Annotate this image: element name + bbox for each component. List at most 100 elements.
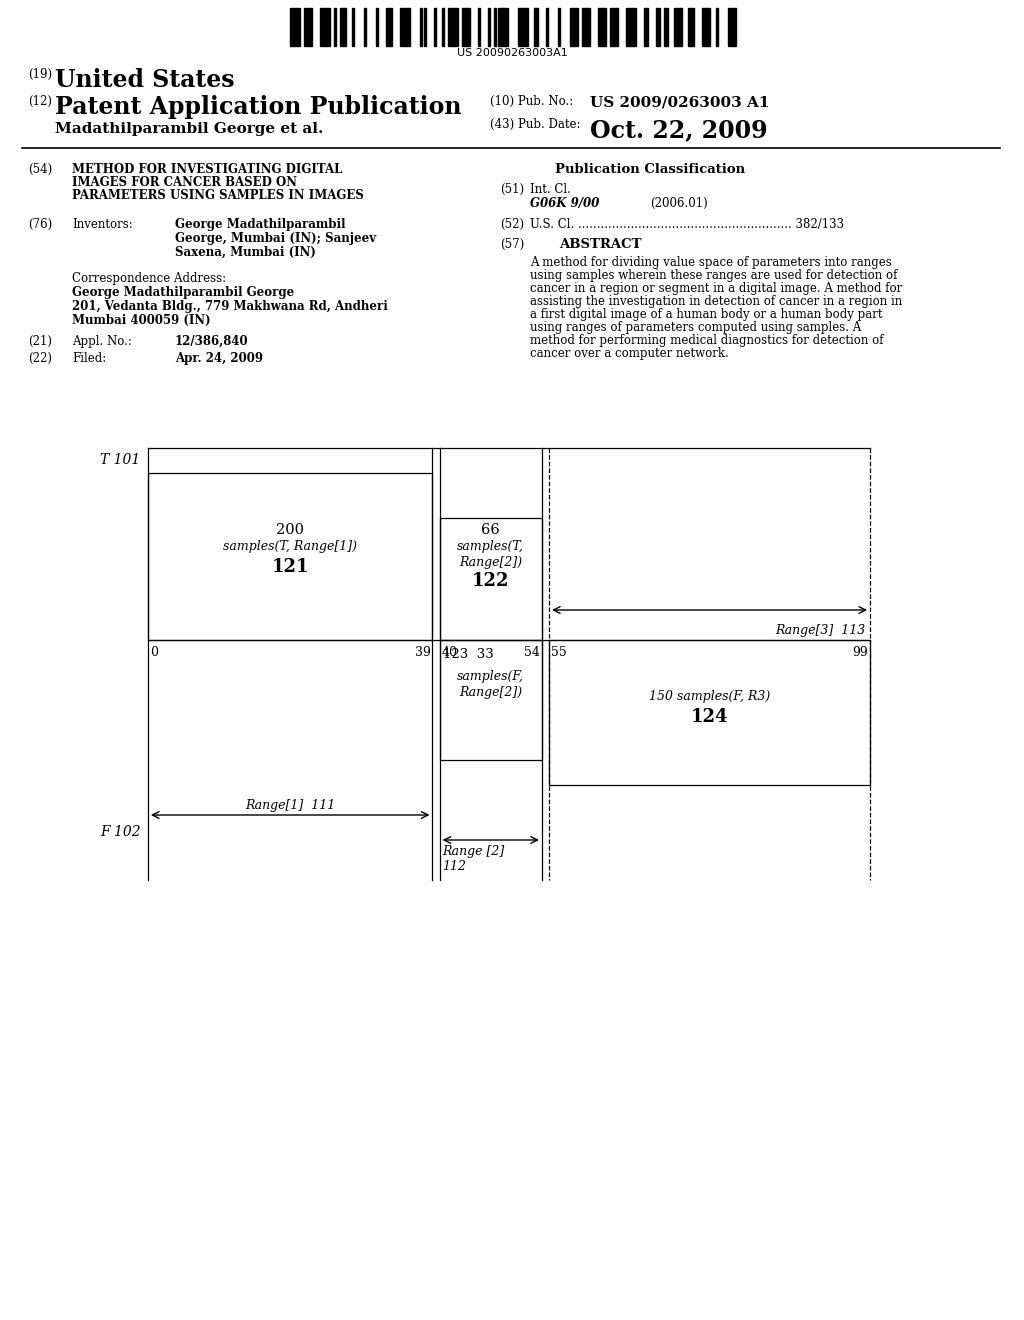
Bar bbox=[319, 8, 330, 46]
Bar bbox=[494, 8, 496, 46]
Bar bbox=[442, 8, 444, 46]
Text: (21): (21) bbox=[28, 335, 52, 348]
Bar bbox=[716, 8, 718, 46]
Bar bbox=[364, 8, 366, 46]
Text: George, Mumbai (IN); Sanjeev: George, Mumbai (IN); Sanjeev bbox=[175, 232, 376, 246]
Text: cancer over a computer network.: cancer over a computer network. bbox=[530, 347, 729, 360]
Text: (76): (76) bbox=[28, 218, 52, 231]
Bar bbox=[582, 8, 590, 46]
Text: samples(T, Range[1]): samples(T, Range[1]) bbox=[223, 540, 357, 553]
Text: samples(F,: samples(F, bbox=[458, 671, 524, 682]
Text: using ranges of parameters computed using samples. A: using ranges of parameters computed usin… bbox=[530, 321, 861, 334]
Text: Madathilparambil George et al.: Madathilparambil George et al. bbox=[55, 121, 324, 136]
Text: US 20090263003A1: US 20090263003A1 bbox=[457, 48, 567, 58]
Bar bbox=[449, 8, 458, 46]
Text: Range[1]  111: Range[1] 111 bbox=[245, 799, 335, 812]
Text: (19): (19) bbox=[28, 69, 52, 81]
Text: (57): (57) bbox=[500, 238, 524, 251]
Text: assisting the investigation in detection of cancer in a region in: assisting the investigation in detection… bbox=[530, 294, 902, 308]
Text: Publication Classification: Publication Classification bbox=[555, 162, 745, 176]
Text: Range[2]): Range[2]) bbox=[459, 686, 522, 700]
Bar bbox=[340, 8, 346, 46]
Text: 40: 40 bbox=[441, 645, 458, 659]
Text: G06K 9/00: G06K 9/00 bbox=[530, 197, 599, 210]
Text: Range[3]  113: Range[3] 113 bbox=[775, 624, 865, 638]
Text: (52): (52) bbox=[500, 218, 524, 231]
Text: Filed:: Filed: bbox=[72, 352, 106, 366]
Text: Patent Application Publication: Patent Application Publication bbox=[55, 95, 462, 119]
Bar bbox=[598, 8, 606, 46]
Text: U.S. Cl. ......................................................... 382/133: U.S. Cl. ...............................… bbox=[530, 218, 844, 231]
Text: 121: 121 bbox=[271, 558, 309, 576]
Text: Int. Cl.: Int. Cl. bbox=[530, 183, 570, 195]
Text: 112: 112 bbox=[441, 861, 466, 873]
Text: Oct. 22, 2009: Oct. 22, 2009 bbox=[590, 117, 768, 143]
Bar bbox=[558, 8, 560, 46]
Text: a first digital image of a human body or a human body part: a first digital image of a human body or… bbox=[530, 308, 883, 321]
Bar bbox=[546, 8, 548, 46]
Text: Apr. 24, 2009: Apr. 24, 2009 bbox=[175, 352, 263, 366]
Text: Range[2]): Range[2]) bbox=[459, 556, 522, 569]
Bar bbox=[644, 8, 648, 46]
Text: 124: 124 bbox=[691, 708, 728, 726]
Bar bbox=[549, 640, 870, 785]
Text: (43) Pub. Date:: (43) Pub. Date: bbox=[490, 117, 581, 131]
Bar bbox=[702, 8, 710, 46]
Bar bbox=[656, 8, 660, 46]
Text: 66: 66 bbox=[481, 523, 500, 537]
Bar bbox=[688, 8, 694, 46]
Bar bbox=[488, 8, 490, 46]
Text: cancer in a region or segment in a digital image. A method for: cancer in a region or segment in a digit… bbox=[530, 282, 902, 294]
Bar bbox=[400, 8, 410, 46]
Text: Mumbai 400059 (IN): Mumbai 400059 (IN) bbox=[72, 314, 211, 327]
Text: 54: 54 bbox=[524, 645, 540, 659]
Text: 201, Vedanta Bldg., 779 Makhwana Rd, Andheri: 201, Vedanta Bldg., 779 Makhwana Rd, And… bbox=[72, 300, 388, 313]
Text: 99: 99 bbox=[852, 645, 868, 659]
Bar bbox=[462, 8, 470, 46]
Bar bbox=[534, 8, 538, 46]
Text: 12/386,840: 12/386,840 bbox=[175, 335, 249, 348]
Text: 122: 122 bbox=[472, 572, 510, 590]
Bar bbox=[352, 8, 354, 46]
Text: Inventors:: Inventors: bbox=[72, 218, 133, 231]
Text: using samples wherein these ranges are used for detection of: using samples wherein these ranges are u… bbox=[530, 269, 897, 282]
Text: (10) Pub. No.:: (10) Pub. No.: bbox=[490, 95, 573, 108]
Bar bbox=[626, 8, 636, 46]
Text: 0: 0 bbox=[150, 645, 158, 659]
Bar bbox=[674, 8, 682, 46]
Bar bbox=[610, 8, 618, 46]
Bar bbox=[420, 8, 422, 46]
Text: 123  33: 123 33 bbox=[442, 648, 494, 661]
Bar bbox=[334, 8, 336, 46]
Bar bbox=[434, 8, 436, 46]
Text: (2006.01): (2006.01) bbox=[650, 197, 708, 210]
Text: (54): (54) bbox=[28, 162, 52, 176]
Text: United States: United States bbox=[55, 69, 234, 92]
Bar bbox=[728, 8, 736, 46]
Text: 55: 55 bbox=[551, 645, 567, 659]
Bar bbox=[376, 8, 378, 46]
Text: 200: 200 bbox=[276, 523, 304, 537]
Text: A method for dividing value space of parameters into ranges: A method for dividing value space of par… bbox=[530, 256, 892, 269]
Text: Correspondence Address:: Correspondence Address: bbox=[72, 272, 226, 285]
Text: 39: 39 bbox=[415, 645, 430, 659]
Text: George Madathilparambil George: George Madathilparambil George bbox=[72, 286, 294, 300]
Text: IMAGES FOR CANCER BASED ON: IMAGES FOR CANCER BASED ON bbox=[72, 176, 297, 189]
Bar bbox=[570, 8, 578, 46]
Text: Appl. No.:: Appl. No.: bbox=[72, 335, 132, 348]
Text: US 2009/0263003 A1: US 2009/0263003 A1 bbox=[590, 95, 769, 110]
Text: (22): (22) bbox=[28, 352, 52, 366]
Bar bbox=[478, 8, 480, 46]
Bar bbox=[424, 8, 426, 46]
Text: (51): (51) bbox=[500, 183, 524, 195]
Bar bbox=[439, 640, 542, 760]
Text: 150 samples(F, R3): 150 samples(F, R3) bbox=[649, 690, 770, 704]
Text: METHOD FOR INVESTIGATING DIGITAL: METHOD FOR INVESTIGATING DIGITAL bbox=[72, 162, 342, 176]
Text: T 101: T 101 bbox=[100, 453, 140, 467]
Text: ABSTRACT: ABSTRACT bbox=[559, 238, 641, 251]
Text: PARAMETERS USING SAMPLES IN IMAGES: PARAMETERS USING SAMPLES IN IMAGES bbox=[72, 189, 364, 202]
Text: (12): (12) bbox=[28, 95, 52, 108]
Text: George Madathilparambil: George Madathilparambil bbox=[175, 218, 345, 231]
Bar bbox=[439, 517, 542, 640]
Bar bbox=[518, 8, 528, 46]
